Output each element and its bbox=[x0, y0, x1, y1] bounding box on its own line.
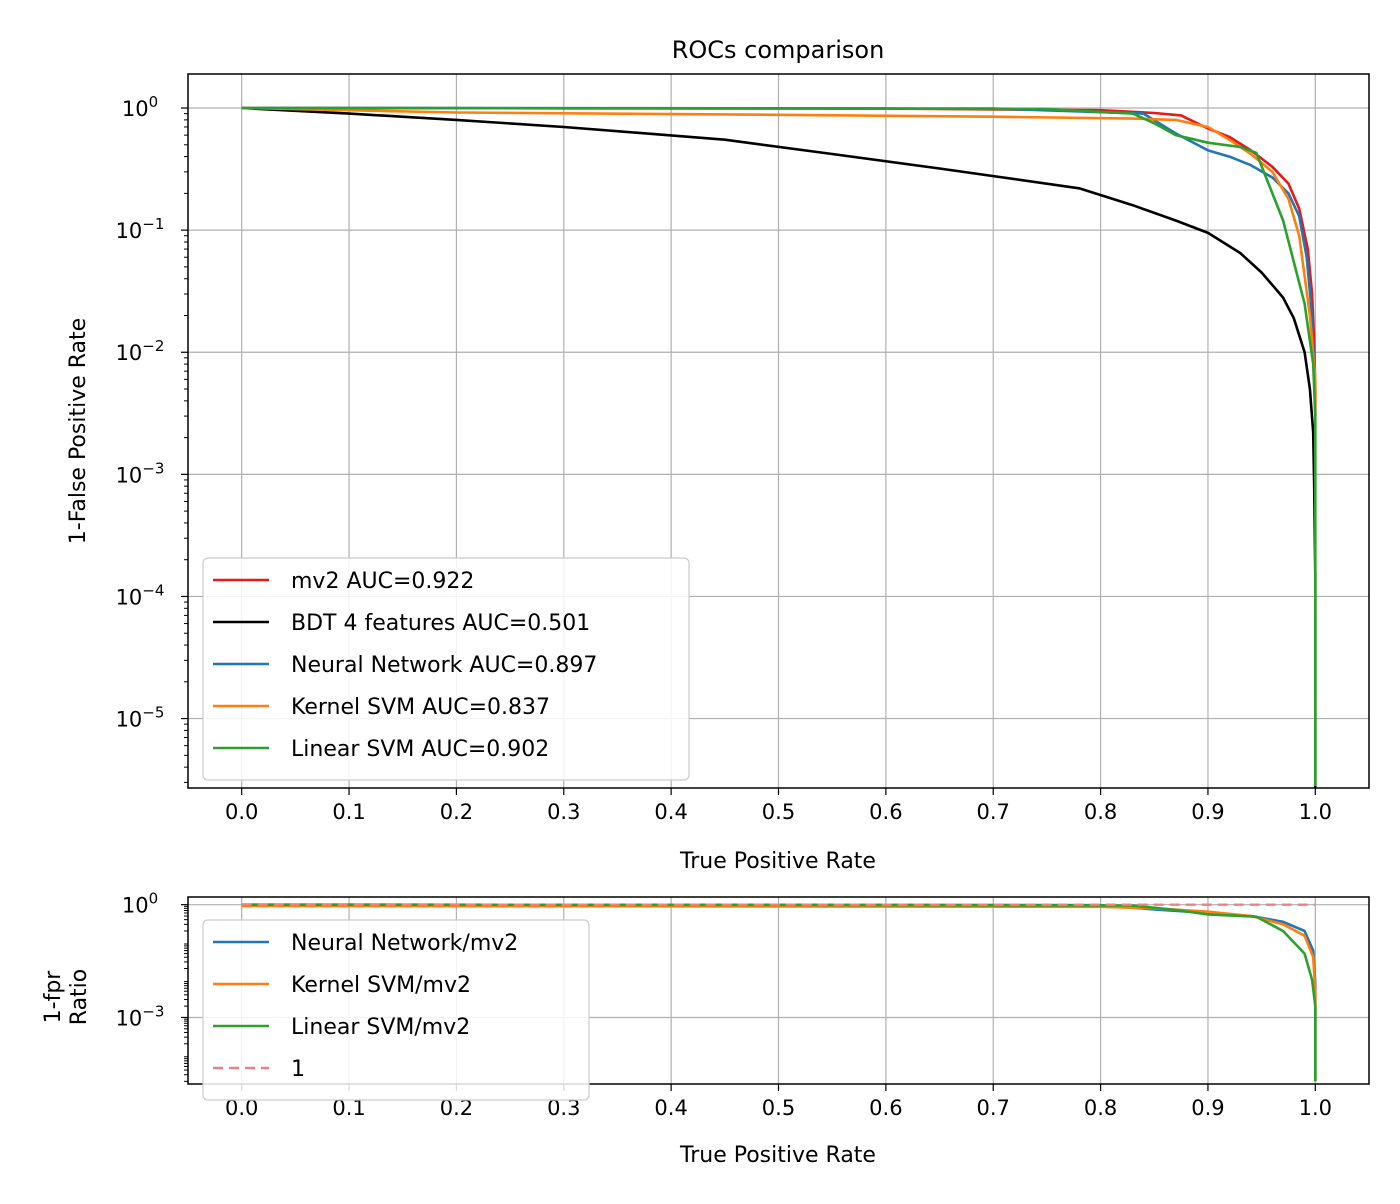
chart-title: ROCs comparison bbox=[672, 36, 885, 64]
x-tick-label: 0.8 bbox=[1084, 1096, 1117, 1120]
y-tick-label: 10−1 bbox=[116, 215, 165, 243]
x-tick-label: 0.5 bbox=[762, 1096, 795, 1120]
x-tick-label: 0.6 bbox=[869, 1096, 902, 1120]
series-layer bbox=[241, 106, 1317, 788]
x-tick-label: 0.4 bbox=[654, 1096, 687, 1120]
x-axis-label: True Positive Rate bbox=[679, 849, 876, 874]
legend-label: 1 bbox=[291, 1057, 305, 1082]
y-tick-label: 10−4 bbox=[116, 581, 165, 609]
y-tick-label: 10−3 bbox=[116, 459, 165, 487]
x-tick-label: 0.9 bbox=[1191, 1096, 1224, 1120]
x-tick-label: 0.2 bbox=[440, 800, 473, 824]
legend-label: Linear SVM AUC=0.902 bbox=[291, 737, 549, 762]
x-tick-label: 0.7 bbox=[977, 800, 1010, 824]
x-tick-label: 0.5 bbox=[762, 800, 795, 824]
x-tick-label: 1.0 bbox=[1299, 1096, 1332, 1120]
y-axis-label-line-2: Ratio bbox=[67, 969, 92, 1025]
x-tick-label: 0.6 bbox=[869, 800, 902, 824]
y-tick-label: 10−5 bbox=[116, 704, 165, 732]
legend-box bbox=[202, 557, 690, 781]
y-axis-label-line-1: 1-fpr bbox=[41, 970, 66, 1024]
y-tick-label: 100 bbox=[122, 890, 158, 918]
series-line bbox=[241, 106, 1317, 788]
legend: mv2 AUC=0.922 BDT 4 features AUC=0.501 Neu… bbox=[202, 557, 690, 781]
x-tick-label: 0.3 bbox=[547, 800, 580, 824]
y-axis-label: 1-False Positive Rate bbox=[66, 318, 91, 544]
legend-label: mv2 AUC=0.922 bbox=[291, 569, 474, 594]
y-tick-label: 10−2 bbox=[116, 337, 165, 365]
y-tick-label: 100 bbox=[122, 93, 158, 121]
x-axis-ticks: 0.0 0.1 0.2 0.3 0.4 0.5 0.6 0.7 0.8 0.9 1.0 bbox=[225, 788, 1332, 824]
legend-label: Kernel SVM AUC=0.837 bbox=[291, 695, 550, 720]
x-tick-label: 0.7 bbox=[977, 1096, 1010, 1120]
legend-label: BDT 4 features AUC=0.501 bbox=[291, 611, 590, 636]
series-line bbox=[241, 106, 1317, 787]
y-axis-ticks: 100 10−1 10−2 10−3 10−4 10−5 bbox=[116, 93, 188, 783]
x-tick-label: 0.4 bbox=[654, 800, 687, 824]
x-tick-label: 0.9 bbox=[1191, 800, 1224, 824]
ratio-panel: 0.0 0.1 0.2 0.3 0.4 0.5 0.6 0.7 0.8 0.9 1.0 10010−… bbox=[41, 890, 1370, 1168]
legend-label: Neural Network/mv2 bbox=[291, 931, 518, 956]
y-axis-ticks: 100 10−3 bbox=[116, 890, 188, 1082]
legend-box bbox=[202, 919, 590, 1101]
roc-panel: ROCs comparison 0.0 0.1 0.2 0.3 0.4 0.5 0.6 0.7… bbox=[66, 36, 1370, 874]
x-tick-label: 0.8 bbox=[1084, 800, 1117, 824]
series-layer bbox=[241, 903, 1317, 1082]
legend-label: Kernel SVM/mv2 bbox=[291, 973, 471, 998]
x-axis-label: True Positive Rate bbox=[679, 1143, 876, 1168]
y-tick-label: 10−3 bbox=[116, 1002, 165, 1030]
x-tick-label: 1.0 bbox=[1299, 800, 1332, 824]
x-tick-label: 0.1 bbox=[332, 800, 365, 824]
x-tick-label: 0.0 bbox=[225, 800, 258, 824]
legend: Neural Network/mv2 Kernel SVM/mv2 Linear S… bbox=[202, 919, 590, 1101]
series-line bbox=[241, 106, 1317, 417]
legend-label: Linear SVM/mv2 bbox=[291, 1015, 470, 1040]
legend-label: Neural Network AUC=0.897 bbox=[291, 653, 597, 678]
